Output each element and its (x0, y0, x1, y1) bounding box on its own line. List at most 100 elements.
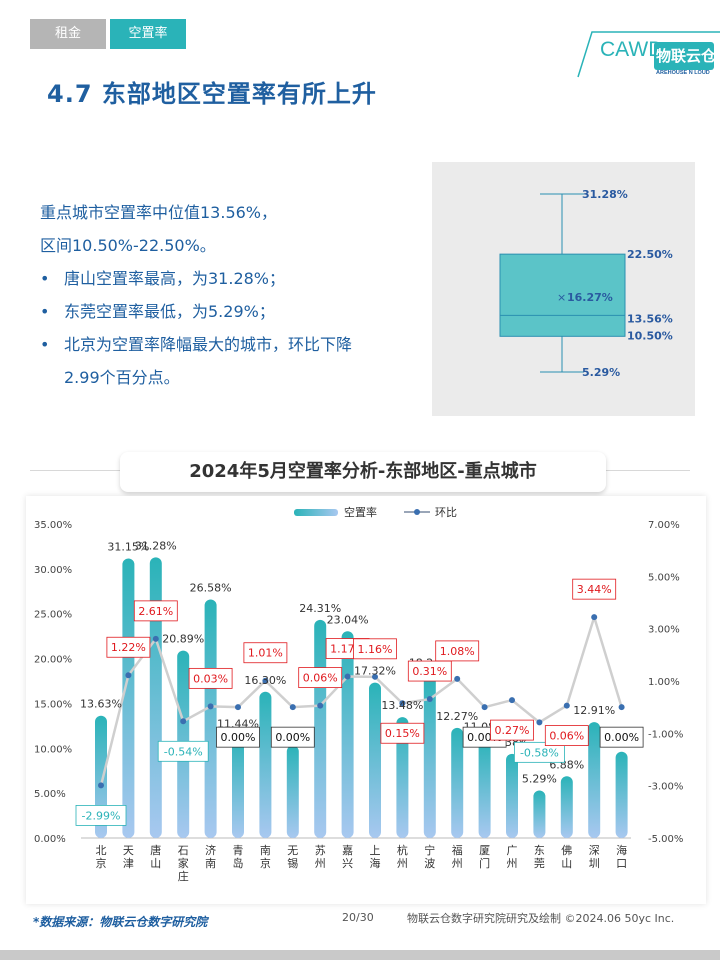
y-left-tick: 0.00% (34, 834, 66, 845)
bar-12 (423, 674, 436, 838)
mom-point-2 (152, 635, 159, 642)
mom-point-4 (207, 703, 214, 710)
y-right-tick: -5.00% (648, 834, 683, 845)
category-label-2: 唐山 (150, 843, 161, 870)
summary-bullet-3: 北京为空置率降幅最大的城市，环比下降 (40, 328, 420, 361)
mom-label-box-6 (243, 642, 288, 664)
mom-label-box-18 (572, 578, 617, 600)
box-iqr (499, 253, 626, 337)
mom-label-16: -0.58% (520, 746, 559, 759)
category-label-7: 无锡 (287, 844, 298, 870)
bar-label-1: 31.15% (107, 541, 149, 554)
bar-label-6: 16.30% (244, 674, 286, 687)
mom-label-box-4 (188, 667, 233, 689)
category-label-1: 天津 (123, 844, 134, 870)
category-label-17: 佛山 (561, 844, 572, 870)
y-right-tick: -3.00% (648, 782, 683, 793)
tab-rent[interactable]: 租金 (30, 19, 106, 49)
logo-brand: 物联云仓 (656, 47, 717, 65)
mom-label-11: 0.15% (385, 727, 420, 740)
mom-label-7: 0.00% (275, 731, 310, 744)
mom-label-box-12 (407, 660, 452, 682)
category-label-13: 福州 (452, 843, 463, 870)
category-label-3: 石家庄 (178, 844, 189, 883)
category-label-4: 济南 (205, 843, 216, 870)
bar-2 (149, 557, 162, 838)
bar-label-8: 24.31% (299, 602, 341, 615)
mom-label-box-2 (133, 600, 178, 622)
mom-point-1 (125, 672, 132, 679)
mom-label-5: 0.00% (221, 731, 256, 744)
bar-5 (232, 735, 244, 838)
category-label-19: 海口 (616, 843, 627, 870)
mom-label-10: 1.16% (358, 643, 393, 656)
mom-label-13: 1.08% (440, 645, 475, 658)
mom-point-13 (454, 675, 461, 682)
y-left-tick: 5.00% (34, 789, 66, 800)
mom-point-15 (509, 697, 515, 704)
bar-17 (560, 776, 573, 838)
category-label-10: 上海 (370, 844, 381, 870)
label-min: 5.29% (582, 366, 620, 379)
bar-label-16: 5.29% (522, 773, 557, 786)
y-left-tick: 30.00% (34, 565, 72, 576)
mom-label-4: 0.03% (193, 672, 228, 685)
mean-marker: × (557, 291, 566, 304)
bar-18 (588, 722, 601, 838)
mom-label-12: 0.31% (412, 665, 447, 678)
label-max: 31.28% (582, 188, 628, 201)
chart-panel: 空置率 环比 0.00% 5.00% 10.00% 15.00% 20.00% 25.00% 3… (26, 496, 706, 904)
mom-label-box-10 (353, 638, 397, 660)
category-label-8: 苏州 (315, 844, 326, 870)
bar-label-10: 17.32% (354, 665, 396, 678)
legend-mom: 环比 (435, 506, 457, 519)
bar-label-2: 31.28% (135, 539, 177, 552)
bar-7 (286, 745, 299, 838)
bottom-bar (0, 950, 720, 960)
mom-point-10 (372, 673, 378, 680)
mom-label-6: 1.01% (248, 647, 283, 660)
category-label-11: 杭州 (397, 843, 408, 870)
bar-6 (259, 691, 272, 838)
chart-title: 2024年5月空置率分析-东部地区-重点城市 (120, 452, 606, 492)
logo-text: CAWD (600, 38, 663, 61)
bar-11 (396, 717, 409, 838)
tab-bar: 租金 空置率 (30, 19, 186, 49)
page-number: 20/30 (342, 911, 374, 924)
y-right-tick: 1.00% (648, 677, 680, 688)
bar-10 (369, 682, 381, 838)
category-label-0: 北京 (96, 844, 107, 870)
bar-label-4: 26.58% (190, 582, 232, 595)
mom-label-box-16 (513, 741, 565, 763)
tab-vacancy-rate[interactable]: 空置率 (110, 19, 186, 49)
mom-label-3: -0.54% (164, 745, 203, 758)
bar-13 (451, 727, 464, 838)
bar-label-18: 12.91% (573, 704, 615, 717)
category-label-6: 南京 (260, 844, 271, 870)
y-left-tick: 15.00% (34, 699, 72, 710)
y-right-tick: 5.00% (648, 572, 680, 583)
mom-label-box-7 (270, 726, 315, 748)
mom-point-14 (481, 704, 488, 711)
bar-label-13: 12.27% (436, 710, 478, 723)
mom-label-15: 0.27% (495, 724, 530, 737)
y-right-tick: 7.00% (648, 520, 680, 531)
mom-point-9 (344, 673, 351, 680)
label-q1: 10.50% (627, 329, 673, 342)
mom-label-box-11 (380, 722, 425, 744)
mom-label-box-8 (298, 667, 343, 688)
category-label-18: 深圳 (589, 844, 600, 870)
summary-bullet-1: 唐山空置率最高，为31.28%； (40, 262, 420, 295)
logo-sub: AREHOUSE N LOUD (656, 70, 710, 76)
y-left-tick: 20.00% (34, 655, 72, 666)
mom-label-17: 0.06% (549, 730, 584, 743)
mom-point-3 (180, 718, 187, 725)
mom-label-box-13 (435, 640, 480, 662)
legend-vacancy: 空置率 (344, 505, 377, 519)
summary-text: 重点城市空置率中位值13.56%， 区间10.50%-22.50%。 唐山空置率… (40, 196, 420, 394)
label-mean: 16.27% (567, 291, 613, 304)
mom-point-8 (317, 702, 324, 709)
mom-point-18 (591, 614, 598, 621)
vacancy-chart: 空置率 环比 0.00% 5.00% 10.00% 15.00% 20.00% 25.00% 3… (34, 505, 683, 883)
bar-14 (478, 738, 491, 838)
